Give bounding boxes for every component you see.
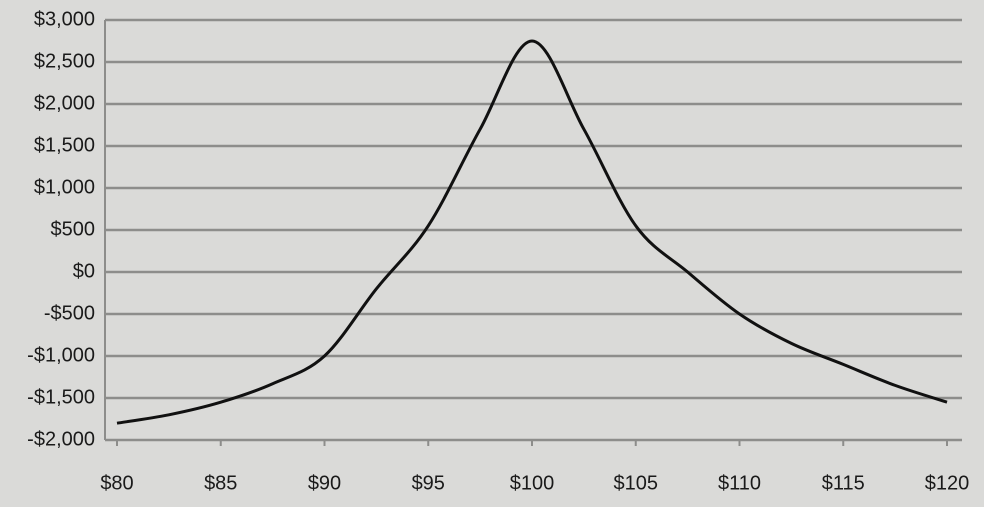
y-tick-label: $2,500: [34, 50, 95, 72]
y-tick-label: $0: [73, 260, 95, 282]
y-tick-label: $2,000: [34, 92, 95, 114]
x-tick-label: $90: [308, 472, 341, 494]
y-tick-label: $500: [51, 218, 96, 240]
x-tick-label: $95: [412, 472, 445, 494]
x-tick-label: $80: [100, 472, 133, 494]
y-tick-label: $1,000: [34, 176, 95, 198]
line: [116, 39, 948, 425]
x-tick-label: $105: [614, 472, 659, 494]
y-tick-label: $3,000: [34, 8, 95, 30]
y-tick-label: -$2,000: [27, 428, 95, 450]
x-tick-label: $110: [718, 472, 761, 494]
y-tick-label: -$1,500: [27, 386, 95, 408]
y-tick-label: -$1,000: [27, 344, 95, 366]
x-tick-label: $115: [822, 472, 865, 494]
y-tick-label: $1,500: [34, 134, 95, 156]
x-tick-label: $120: [925, 472, 970, 494]
x-tick-label: $85: [204, 472, 237, 494]
y-tick-label: -$500: [44, 302, 95, 324]
x-tick-label: $100: [510, 472, 555, 494]
